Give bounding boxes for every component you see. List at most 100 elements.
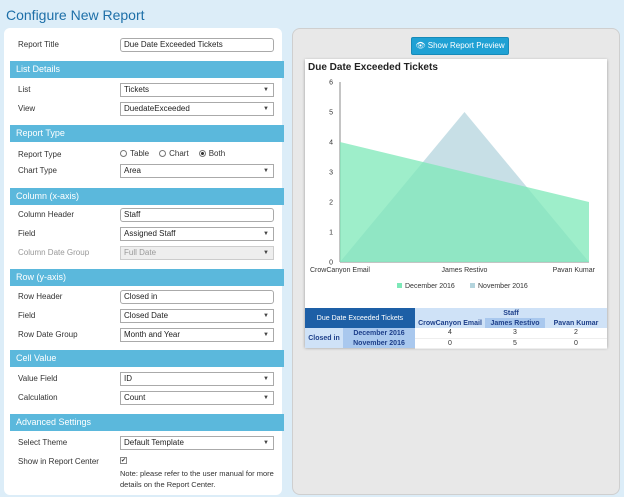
table-row: CrowCanyon Email James Restivo Pavan Kum… (305, 318, 607, 328)
report-title-input[interactable]: Due Date Exceeded Tickets (120, 38, 274, 52)
chevron-down-icon: ▼ (263, 332, 269, 338)
pivot-cell: 2 (545, 328, 607, 339)
radio-both[interactable]: Both (198, 149, 226, 158)
table-row: November 2016 0 5 0 (305, 338, 607, 349)
radio-table[interactable]: Table (120, 149, 149, 158)
radio-label: Both (208, 149, 226, 158)
pivot-cell: 3 (485, 328, 545, 339)
pivot-table-title: Due Date Exceeded Tickets (305, 308, 415, 328)
column-header-input[interactable]: Staff (120, 208, 274, 222)
select-theme-label: Select Theme (18, 438, 68, 447)
calculation-label: Calculation (18, 393, 58, 402)
show-in-center-checkbox[interactable]: ✔ (120, 457, 127, 464)
report-config-form: Report Title Due Date Exceeded Tickets L… (4, 28, 284, 495)
list-label: List (18, 85, 31, 94)
chevron-down-icon: ▼ (263, 395, 269, 401)
row-date-group-value: Month and Year (124, 330, 181, 339)
y-tick-label: 3 (329, 170, 333, 177)
value-field-row: Value Field ID ▼ (14, 372, 282, 386)
report-title-row: Report Title Due Date Exceeded Tickets (14, 38, 282, 52)
legend-swatch (397, 283, 402, 288)
chart-type-row: Chart Type Area ▼ (14, 164, 282, 178)
value-field-label: Value Field (18, 374, 58, 383)
section-cell-value: Cell Value (10, 350, 284, 367)
pivot-column-label: James Restivo (485, 318, 545, 328)
row-date-group-select[interactable]: Month and Year ▼ (120, 328, 274, 342)
select-theme-row: Select Theme Default Template ▼ (14, 436, 282, 450)
y-tick-label: 0 (329, 260, 333, 267)
radio-chart[interactable]: Chart (159, 149, 189, 158)
list-select-value: Tickets (124, 85, 150, 94)
chevron-down-icon: ▼ (263, 313, 269, 319)
legend-label: December 2016 (405, 283, 455, 290)
pivot-cell: 5 (485, 338, 545, 349)
radio-circle (159, 150, 167, 157)
pivot-cell: 4 (415, 328, 485, 339)
chevron-down-icon: ▼ (263, 231, 269, 237)
column-date-group-select: Full Date ▼ (120, 246, 274, 260)
chevron-down-icon: ▼ (263, 250, 269, 256)
preview-panel: 👁 Show Report Preview Due Date Exceeded … (292, 28, 620, 495)
page-title: Configure New Report (6, 7, 145, 23)
row-field-select[interactable]: Closed Date ▼ (120, 309, 274, 323)
show-report-preview-button[interactable]: 👁 Show Report Preview (411, 37, 509, 55)
chevron-down-icon: ▼ (263, 168, 269, 174)
row-header-label: Row Header (18, 292, 63, 301)
eye-icon: 👁 (415, 41, 426, 50)
calculation-select[interactable]: Count ▼ (120, 391, 274, 405)
row-field-label: Field (18, 311, 36, 320)
radio-label: Table (130, 149, 150, 158)
view-select[interactable]: DuedateExceeded ▼ (120, 102, 274, 116)
report-type-row: Report Type Table Chart Both (14, 148, 282, 162)
report-title-label: Report Title (18, 40, 59, 49)
view-row: View DuedateExceeded ▼ (14, 102, 282, 116)
select-theme-value: Default Template (124, 438, 184, 447)
list-select[interactable]: Tickets ▼ (120, 83, 274, 97)
show-in-center-label: Show in Report Center (18, 457, 99, 466)
legend-label: November 2016 (478, 283, 528, 290)
x-tick-label: CrowCanyon Email (310, 267, 370, 274)
chart-title: Due Date Exceeded Tickets (308, 62, 438, 73)
row-date-group-label: Row Date Group (18, 330, 78, 339)
calculation-row: Calculation Count ▼ (14, 391, 282, 405)
row-header-input[interactable]: Closed in (120, 290, 274, 304)
row-date-group-row: Row Date Group Month and Year ▼ (14, 328, 282, 342)
legend-swatch (470, 283, 475, 288)
chevron-down-icon: ▼ (263, 106, 269, 112)
select-theme-select[interactable]: Default Template ▼ (120, 436, 274, 450)
chevron-down-icon: ▼ (263, 87, 269, 93)
column-field-label: Field (18, 229, 36, 238)
chart-type-select[interactable]: Area ▼ (120, 164, 274, 178)
section-row: Row (y-axis) (10, 269, 284, 286)
pivot-row-label: December 2016 (343, 328, 415, 338)
radio-circle (120, 150, 127, 157)
pivot-column-label: Pavan Kumar (545, 318, 607, 328)
value-field-select[interactable]: ID ▼ (120, 372, 274, 386)
report-center-note: Note: please refer to the user manual fo… (120, 469, 274, 489)
column-date-group-row: Column Date Group Full Date ▼ (14, 246, 282, 260)
row-header-row: Row Header Closed in (14, 290, 282, 304)
section-advanced-settings: Advanced Settings (10, 414, 284, 431)
x-tick-label: James Restivo (442, 267, 488, 274)
column-header-row: Column Header Staff (14, 208, 282, 222)
show-report-preview-label: Show Report Preview (427, 41, 505, 50)
pivot-column-label: CrowCanyon Email (415, 318, 485, 328)
y-tick-label: 4 (329, 140, 333, 147)
report-type-radios: Table Chart Both (120, 149, 231, 158)
section-column: Column (x-axis) (10, 188, 284, 205)
chart-type-value: Area (124, 166, 141, 175)
chevron-down-icon: ▼ (263, 440, 269, 446)
value-field-value: ID (124, 374, 132, 383)
report-type-label: Report Type (18, 150, 62, 159)
row-field-value: Closed Date (124, 311, 169, 320)
section-report-type: Report Type (10, 125, 284, 142)
column-field-select[interactable]: Assigned Staff ▼ (120, 227, 274, 241)
area-chart: 0 1 2 3 4 5 6 CrowCanyon Email James Restivo Pava… (310, 80, 596, 291)
radio-circle-selected (198, 150, 206, 157)
chevron-down-icon: ▼ (263, 376, 269, 382)
chart-card: Due Date Exceeded Tickets 0 1 2 3 4 5 6 CrowCan… (305, 59, 607, 349)
section-list-details: List Details (10, 61, 284, 78)
view-label: View (18, 104, 36, 113)
table-row: Closed in December 2016 4 3 2 (305, 328, 607, 348)
pivot-row-header: Closed in (305, 328, 343, 348)
